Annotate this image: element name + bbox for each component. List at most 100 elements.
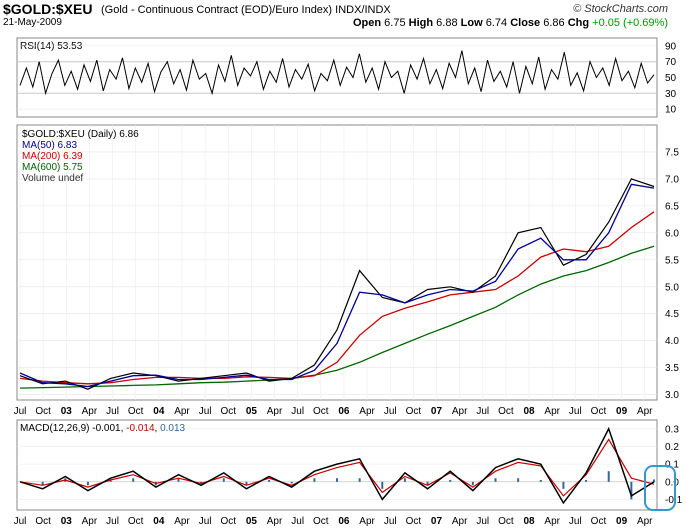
macd-x-tick-label: Oct [35,516,51,527]
price-x-tick-label: 04 [153,406,165,417]
price-x-tick-label: Apr [174,406,190,417]
macd-x-tick-label: Oct [220,516,236,527]
price-tick-label: 5.0 [665,282,679,293]
macd-x-tick-label: Jul [199,516,212,527]
macd-tick-label: -0.1 [665,495,683,506]
rsi-line [19,50,655,96]
macd-x-tick-label: Oct [591,516,607,527]
price-x-tick-label: Apr [452,406,468,417]
ma200-line [19,211,655,385]
price-tick-label: 4.5 [665,309,679,320]
ma600-line [19,245,655,389]
macd-x-tick-label: Apr [267,516,283,527]
price-x-tick-label: Apr [267,406,283,417]
macd-tick-label: 0.0 [665,477,679,488]
price-x-tick-label: Jul [476,406,489,417]
low-value: 6.74 [485,17,508,29]
macd-x-tick-label: 04 [153,516,165,527]
macd-x-tick-label: Oct [498,516,514,527]
price-tick-label: 5.5 [665,255,679,266]
symbol-description: (Gold - Continuous Contract (EOD)/Euro I… [101,4,391,16]
price-legend-title: $GOLD:$XEU (Daily) 6.86 [22,129,139,140]
price-tick-label: 3.0 [665,390,679,401]
symbol-title: $GOLD:$XEU [3,1,93,17]
price-x-tick-label: Jul [14,406,27,417]
open-value: 6.75 [384,17,406,29]
ohlc-readout: Open 6.75 High 6.88 Low 6.74 Close 6.86 … [352,17,668,29]
chart-header: $GOLD:$XEU (Gold - Continuous Contract (… [0,0,700,30]
price-x-tick-label: Jul [291,406,304,417]
price-x-tick-label: 07 [431,406,443,417]
ma-legend-3: MA(600) 5.75 [22,162,83,173]
price-x-tick-label: Oct [128,406,144,417]
price-x-tick-label: Oct [313,406,329,417]
price-panel [16,124,658,401]
price-x-tick-label: Jul [384,406,397,417]
price-x-tick-label: Jul [569,406,582,417]
price-tick-label: 7.0 [665,174,679,185]
ma-legend-2: MA(200) 6.39 [22,151,83,162]
macd-x-tick-label: Jul [476,516,489,527]
macd-tick-label: 0.3 [665,424,679,435]
price-x-tick-label: 05 [246,406,258,417]
rsi-tick-label: 30 [665,89,677,100]
macd-x-tick-label: Jul [384,516,397,527]
macd-x-tick-label: Apr [637,516,653,527]
macd-x-tick-label: Apr [544,516,560,527]
macd-x-tick-label: 03 [61,516,73,527]
price-x-tick-label: Apr [359,406,375,417]
macd-tick-label: 0.1 [665,460,679,471]
macd-x-tick-label: Jul [291,516,304,527]
macd-x-tick-label: Jul [14,516,27,527]
price-x-tick-label: Oct [498,406,514,417]
macd-panel [16,419,658,511]
macd-x-tick-label: Apr [82,516,98,527]
price-x-tick-label: Jul [106,406,119,417]
ma-legend-1: MA(50) 6.83 [22,140,77,151]
macd-x-tick-label: Jul [569,516,582,527]
volume-legend: Volume undef [22,173,83,184]
macd-x-tick-label: 08 [523,516,535,527]
macd-x-tick-label: 05 [246,516,258,527]
ma50-line [19,183,655,388]
price-tick-label: 7.5 [665,147,679,158]
price-x-tick-label: 09 [616,406,628,417]
high-value: 6.88 [436,17,458,29]
macd-highlight-box [644,465,676,511]
macd-x-tick-label: Apr [359,516,375,527]
macd-x-tick-label: Oct [128,516,144,527]
price-x-tick-label: 03 [61,406,73,417]
description-text: (Gold - Continuous Contract (EOD)/Euro I… [101,4,333,16]
macd-x-tick-label: 09 [616,516,628,527]
price-x-tick-label: Apr [637,406,653,417]
macd-x-tick-label: Oct [313,516,329,527]
price-x-tick-label: Oct [591,406,607,417]
rsi-tick-label: 50 [665,73,677,84]
price-x-tick-label: Apr [82,406,98,417]
stockcharts-logo: © StockCharts.com [573,3,668,15]
macd-legend: MACD(12,26,9) -0.001, -0.014, 0.013 [20,423,186,434]
macd-line [19,426,655,505]
price-tick-label: 4.0 [665,336,679,347]
macd-x-tick-label: Apr [452,516,468,527]
macd-x-tick-label: 06 [338,516,350,527]
price-x-tick-label: Oct [35,406,51,417]
price-x-tick-label: Oct [406,406,422,417]
macd-x-tick-label: Jul [106,516,119,527]
rsi-tick-label: 90 [665,41,677,52]
chart-date: 21-May-2009 [3,17,62,28]
price-x-tick-label: Oct [220,406,236,417]
exchange-text: INDX/INDX [335,4,391,16]
price-tick-label: 6.5 [665,201,679,212]
macd-x-tick-label: 07 [431,516,443,527]
price-tick-label: 3.5 [665,363,679,374]
price-x-tick-label: Apr [544,406,560,417]
price-tick-label: 6.0 [665,228,679,239]
macd-x-tick-label: Oct [406,516,422,527]
rsi-tick-label: 70 [665,57,677,68]
rsi-tick-label: 10 [665,105,677,116]
rsi-legend: RSI(14) 53.53 [20,41,83,52]
macd-x-tick-label: Apr [174,516,190,527]
price-line [19,178,655,390]
